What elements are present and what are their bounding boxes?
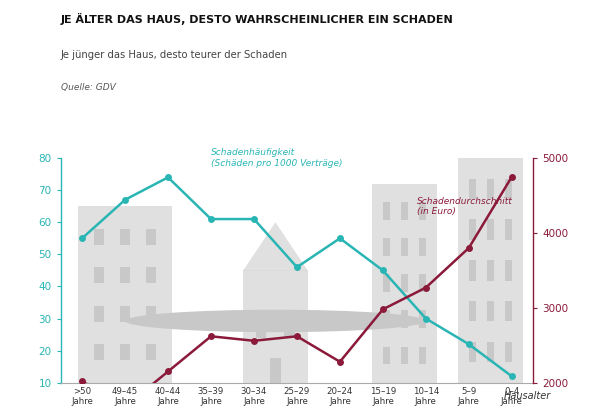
FancyBboxPatch shape <box>120 306 130 322</box>
FancyBboxPatch shape <box>458 158 522 383</box>
FancyBboxPatch shape <box>383 238 390 256</box>
FancyBboxPatch shape <box>419 274 426 292</box>
Polygon shape <box>243 222 308 270</box>
Text: Quelle: GDV: Quelle: GDV <box>61 83 115 92</box>
FancyBboxPatch shape <box>270 358 281 383</box>
FancyBboxPatch shape <box>383 274 390 292</box>
FancyBboxPatch shape <box>469 179 476 199</box>
FancyBboxPatch shape <box>505 301 511 321</box>
FancyBboxPatch shape <box>78 206 172 383</box>
FancyBboxPatch shape <box>469 220 476 240</box>
FancyBboxPatch shape <box>146 306 156 322</box>
FancyBboxPatch shape <box>93 267 104 283</box>
FancyBboxPatch shape <box>146 229 156 245</box>
FancyBboxPatch shape <box>93 344 104 360</box>
FancyBboxPatch shape <box>146 344 156 360</box>
FancyBboxPatch shape <box>419 238 426 256</box>
FancyBboxPatch shape <box>487 301 494 321</box>
FancyBboxPatch shape <box>401 310 408 328</box>
FancyBboxPatch shape <box>146 267 156 283</box>
FancyBboxPatch shape <box>383 310 390 328</box>
Text: Je jünger das Haus, desto teurer der Schaden: Je jünger das Haus, desto teurer der Sch… <box>61 50 288 60</box>
FancyBboxPatch shape <box>487 220 494 240</box>
FancyBboxPatch shape <box>419 347 426 364</box>
FancyBboxPatch shape <box>243 270 308 383</box>
FancyBboxPatch shape <box>93 306 104 322</box>
FancyBboxPatch shape <box>505 220 511 240</box>
FancyBboxPatch shape <box>469 260 476 280</box>
FancyBboxPatch shape <box>256 315 267 338</box>
FancyBboxPatch shape <box>505 342 511 362</box>
FancyBboxPatch shape <box>505 260 511 280</box>
FancyBboxPatch shape <box>383 202 390 220</box>
FancyBboxPatch shape <box>469 301 476 321</box>
FancyBboxPatch shape <box>487 342 494 362</box>
Circle shape <box>125 310 426 332</box>
FancyBboxPatch shape <box>401 274 408 292</box>
FancyBboxPatch shape <box>93 229 104 245</box>
FancyBboxPatch shape <box>505 179 511 199</box>
FancyBboxPatch shape <box>487 179 494 199</box>
Text: Schadenhäufigkeit
(Schäden pro 1000 Verträge): Schadenhäufigkeit (Schäden pro 1000 Vert… <box>211 149 342 168</box>
FancyBboxPatch shape <box>401 238 408 256</box>
Text: Hausalter: Hausalter <box>504 391 551 401</box>
FancyBboxPatch shape <box>469 342 476 362</box>
FancyBboxPatch shape <box>120 229 130 245</box>
FancyBboxPatch shape <box>383 347 390 364</box>
FancyBboxPatch shape <box>120 267 130 283</box>
FancyBboxPatch shape <box>487 260 494 280</box>
FancyBboxPatch shape <box>120 344 130 360</box>
FancyBboxPatch shape <box>372 184 436 383</box>
FancyBboxPatch shape <box>401 347 408 364</box>
FancyBboxPatch shape <box>284 315 295 338</box>
Text: JE ÄLTER DAS HAUS, DESTO WAHRSCHEINLICHER EIN SCHADEN: JE ÄLTER DAS HAUS, DESTO WAHRSCHEINLICHE… <box>61 12 453 25</box>
FancyBboxPatch shape <box>419 310 426 328</box>
FancyBboxPatch shape <box>419 202 426 220</box>
FancyBboxPatch shape <box>401 202 408 220</box>
Text: Schadendurchschnitt
(in Euro): Schadendurchschnitt (in Euro) <box>418 197 513 216</box>
